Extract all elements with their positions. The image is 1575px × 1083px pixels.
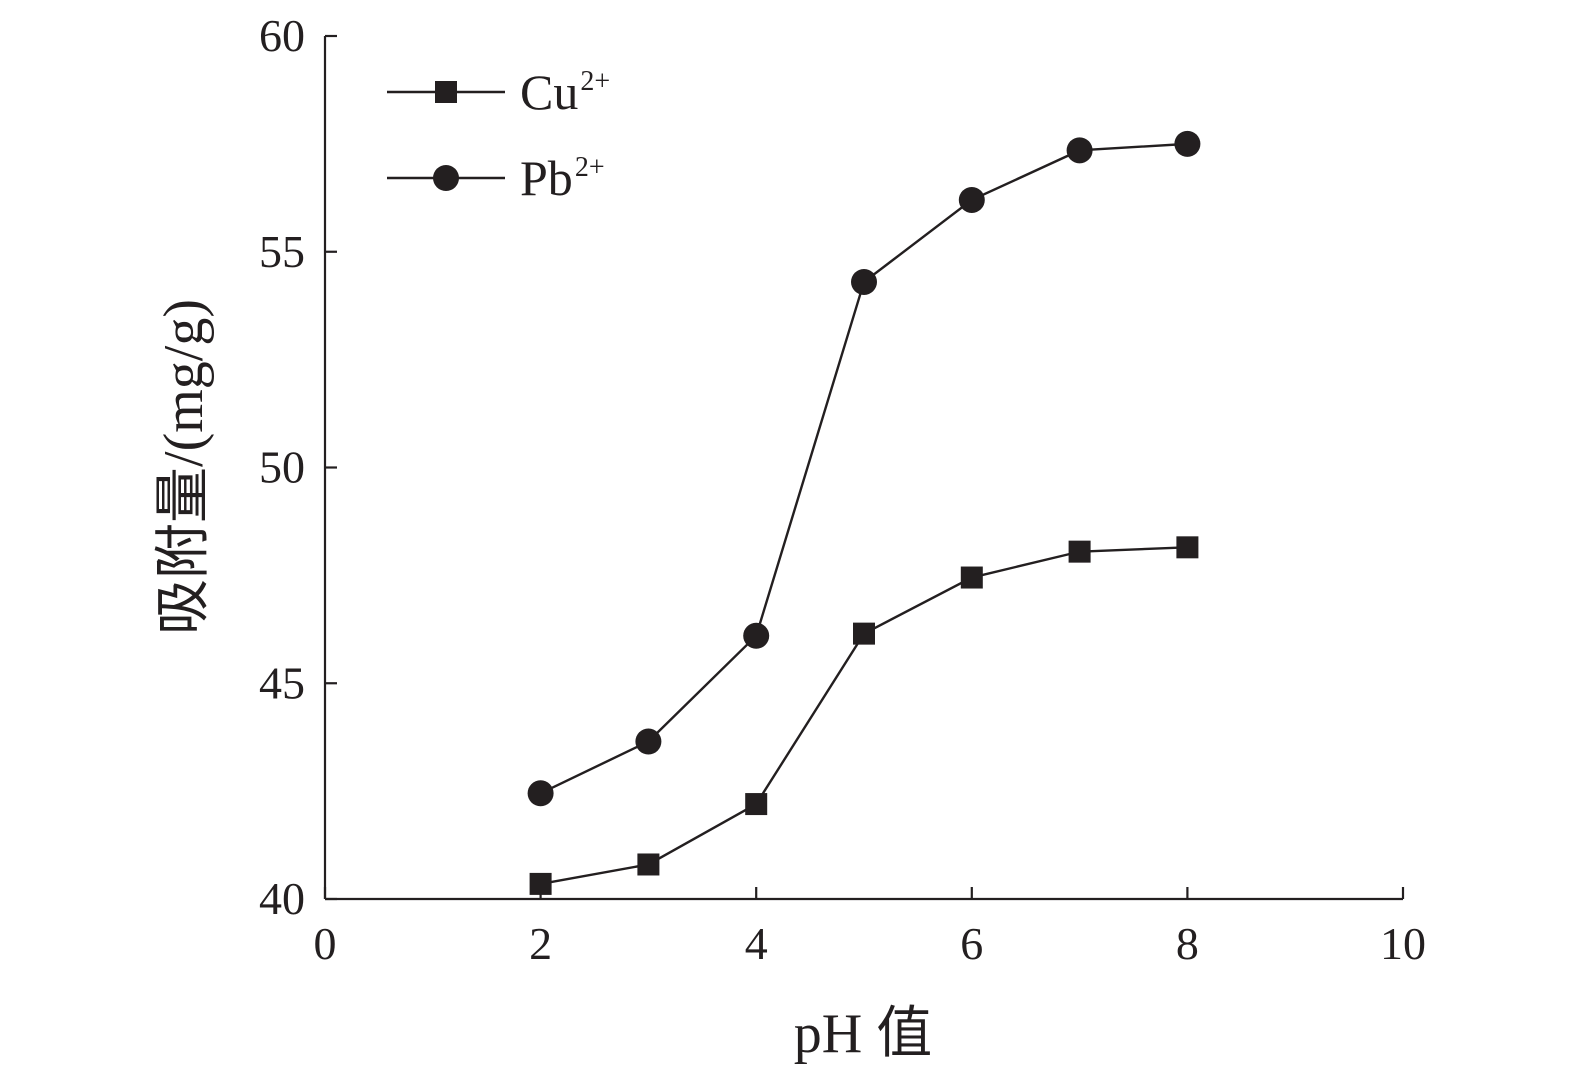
data-point-cu <box>1068 540 1091 563</box>
ticks: 40 45 50 55 60 0 2 4 6 8 10 <box>259 10 1426 969</box>
data-point-pb <box>1066 137 1093 164</box>
legend: Cu 2+Pb 2+ <box>387 64 610 206</box>
y-tick-label: 50 <box>259 442 305 493</box>
y-axis-title: 吸附量/(mg/g) <box>153 299 215 635</box>
legend-label-superscript: 2+ <box>580 66 610 97</box>
x-tick-label: 10 <box>1380 918 1426 969</box>
x-tick-label: 0 <box>314 918 337 969</box>
data-point-pb <box>635 728 662 755</box>
data-point-pb <box>743 622 770 649</box>
x-tick-label: 2 <box>529 918 552 969</box>
data-point-pb <box>527 780 554 807</box>
series-cu <box>529 536 1199 895</box>
data-point-cu <box>529 872 552 895</box>
data-point-pb <box>958 186 985 213</box>
y-tick-label: 45 <box>259 657 305 708</box>
y-tick-label: 40 <box>259 873 305 924</box>
data-point-pb <box>1174 130 1201 157</box>
data-point-pb <box>851 268 877 295</box>
data-point-cu <box>745 793 768 816</box>
series-pb <box>527 130 1201 807</box>
data-point-cu <box>1176 536 1199 559</box>
x-tick-label: 4 <box>745 918 768 969</box>
axes <box>323 36 1403 901</box>
legend-label: Cu <box>520 64 578 120</box>
series-line-cu <box>540 546 1188 886</box>
legend-label-superscript: 2+ <box>575 152 605 183</box>
legend-marker-circle <box>433 165 459 191</box>
data-point-cu <box>960 566 983 589</box>
x-tick-label: 8 <box>1176 918 1199 969</box>
legend-marker-square <box>435 81 457 103</box>
y-tick-label: 60 <box>259 10 305 61</box>
x-tick-label: 6 <box>960 918 983 969</box>
x-axis-title: pH 值 <box>794 1003 932 1065</box>
legend-entry-pb: Pb 2+ <box>387 150 605 206</box>
y-tick-label: 55 <box>259 226 305 277</box>
series-layer <box>527 130 1201 895</box>
data-point-cu <box>637 853 660 876</box>
series-line-pb <box>540 142 1188 795</box>
legend-label: Pb <box>520 150 573 206</box>
legend-entry-cu: Cu 2+ <box>387 64 610 120</box>
data-point-cu <box>853 622 875 645</box>
